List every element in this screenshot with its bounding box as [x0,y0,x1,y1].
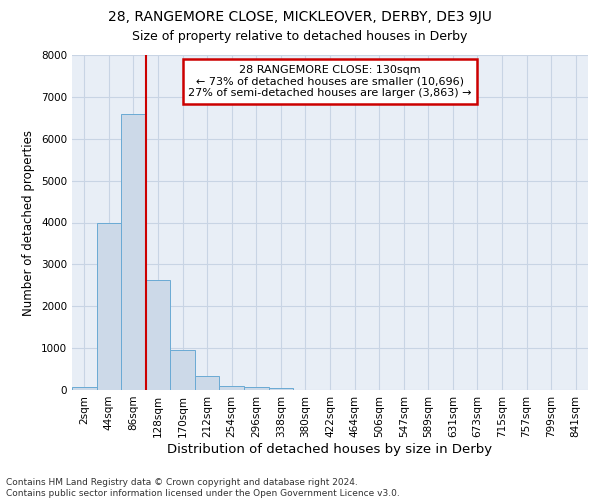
Bar [72,387,97,390]
Bar [146,280,170,390]
X-axis label: Distribution of detached houses by size in Derby: Distribution of detached houses by size … [167,442,493,456]
Text: 28, RANGEMORE CLOSE, MICKLEOVER, DERBY, DE3 9JU: 28, RANGEMORE CLOSE, MICKLEOVER, DERBY, … [108,10,492,24]
Bar [269,388,293,390]
Bar [244,388,269,390]
Bar [170,350,195,390]
Y-axis label: Number of detached properties: Number of detached properties [22,130,35,316]
Bar [220,386,244,390]
Text: Contains HM Land Registry data © Crown copyright and database right 2024.
Contai: Contains HM Land Registry data © Crown c… [6,478,400,498]
Bar [195,376,220,390]
Text: 28 RANGEMORE CLOSE: 130sqm
← 73% of detached houses are smaller (10,696)
27% of : 28 RANGEMORE CLOSE: 130sqm ← 73% of deta… [188,65,472,98]
Bar [97,224,121,390]
Text: Size of property relative to detached houses in Derby: Size of property relative to detached ho… [133,30,467,43]
Bar [121,114,146,390]
